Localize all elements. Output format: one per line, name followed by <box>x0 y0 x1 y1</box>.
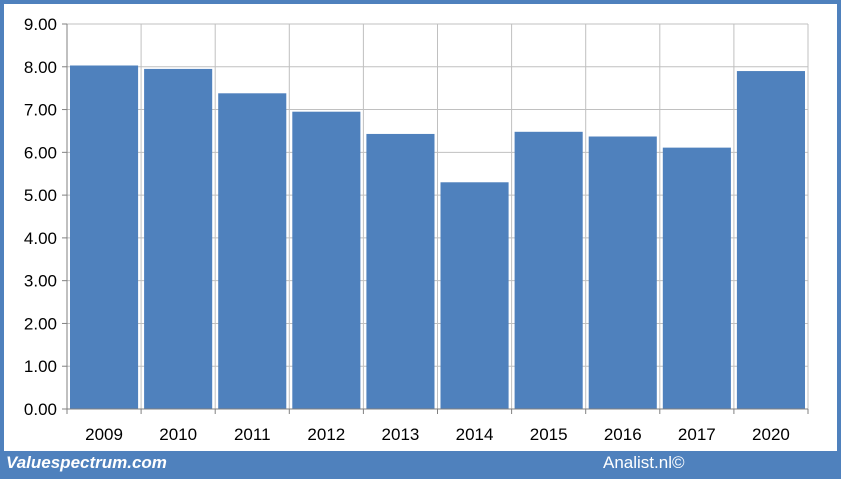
x-tick-label: 2011 <box>234 425 271 444</box>
bar-2012 <box>292 111 361 409</box>
credit-label: Analist.nl© <box>603 453 685 472</box>
bar-2016 <box>588 136 657 409</box>
bar-2017 <box>662 147 731 409</box>
y-tick-label: 7.00 <box>24 101 57 120</box>
bar-2009 <box>70 65 139 409</box>
x-tick-label: 2013 <box>382 425 420 444</box>
bar-chart: 0.00 1.00 2.00 3.00 4.00 5.00 6.00 7.00 8.00 9.00… <box>24 15 809 444</box>
y-tick-labels: 0.00 1.00 2.00 3.00 4.00 5.00 6.00 7.00 8.00 9.00 <box>24 15 57 419</box>
x-tick-label: 2017 <box>678 425 716 444</box>
y-tick-label: 4.00 <box>24 229 57 248</box>
x-tick-labels: 2009 2010 2011 2012 2013 2014 2015 2016 2017 2020 <box>85 425 790 444</box>
brand-label: Valuespectrum.com <box>6 453 167 472</box>
x-tick-label: 2016 <box>604 425 642 444</box>
x-tick-label: 2010 <box>159 425 197 444</box>
x-tick-label: 2012 <box>307 425 345 444</box>
axes <box>62 23 809 414</box>
bars <box>70 65 805 410</box>
bar-2014 <box>440 182 509 409</box>
x-tick-label: 2015 <box>530 425 568 444</box>
y-tick-label: 8.00 <box>24 58 57 77</box>
y-tick-label: 0.00 <box>24 400 57 419</box>
bar-2015 <box>514 131 583 410</box>
bar-2013 <box>366 133 435 409</box>
bar-2011 <box>218 93 287 410</box>
y-tick-label: 3.00 <box>24 272 57 291</box>
x-tick-label: 2020 <box>752 425 790 444</box>
bar-2010 <box>144 68 213 410</box>
x-tick-label: 2009 <box>85 425 123 444</box>
y-tick-label: 6.00 <box>24 143 57 162</box>
y-tick-label: 1.00 <box>24 357 57 376</box>
bar-2020 <box>736 71 805 410</box>
y-tick-label: 2.00 <box>24 314 57 333</box>
chart-panel: 0.00 1.00 2.00 3.00 4.00 5.00 6.00 7.00 8.00 9.00… <box>4 4 837 451</box>
y-tick-label: 9.00 <box>24 15 57 34</box>
y-tick-label: 5.00 <box>24 186 57 205</box>
x-tick-label: 2014 <box>456 425 494 444</box>
